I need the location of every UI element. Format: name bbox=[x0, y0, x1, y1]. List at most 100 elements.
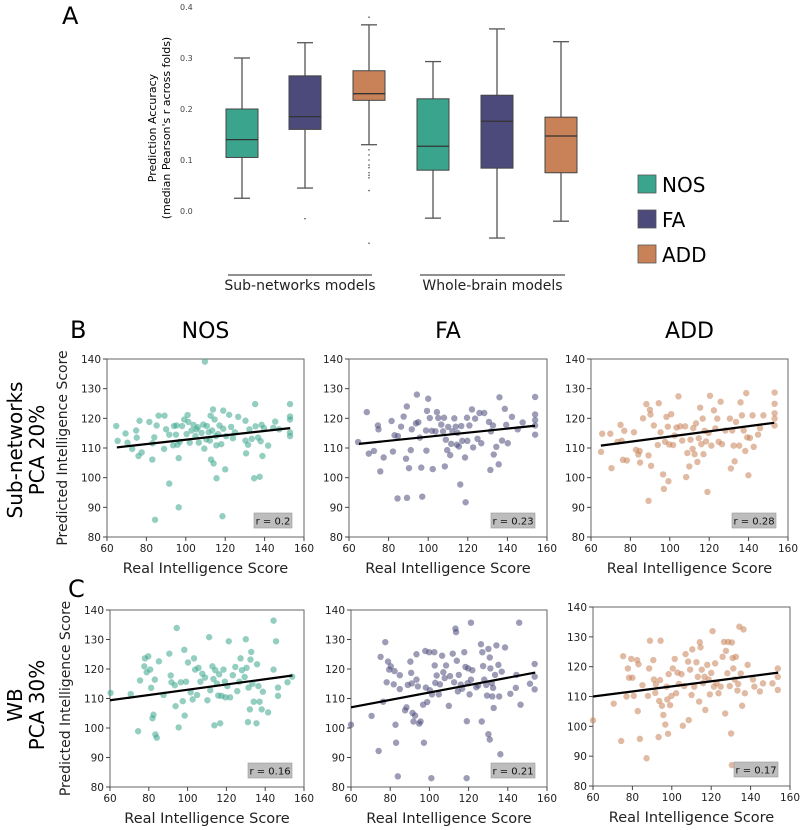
data-point bbox=[607, 430, 614, 437]
data-point bbox=[438, 421, 445, 428]
data-point bbox=[531, 660, 538, 668]
data-point bbox=[771, 389, 778, 396]
data-point bbox=[442, 436, 450, 443]
data-point bbox=[665, 670, 672, 678]
data-point bbox=[629, 674, 636, 681]
data-point bbox=[734, 687, 741, 694]
data-point bbox=[719, 653, 726, 661]
regression-line bbox=[358, 424, 536, 445]
x-tick-label: 140 bbox=[255, 793, 275, 805]
data-point bbox=[166, 480, 173, 487]
y-tick-label: 120 bbox=[81, 413, 101, 425]
data-point bbox=[490, 451, 497, 458]
scatter-panel-c-add: 60 80 100 120 140 1608090100110120130140Real … bbox=[567, 602, 800, 826]
y-tick-label: 130 bbox=[84, 635, 104, 647]
data-point bbox=[774, 665, 781, 672]
scatter-points bbox=[354, 391, 539, 506]
y-tick-label: 80 bbox=[332, 782, 345, 794]
data-point bbox=[150, 711, 157, 718]
data-point bbox=[531, 431, 539, 438]
box-iqr bbox=[352, 70, 386, 101]
data-point bbox=[414, 683, 422, 690]
data-point bbox=[368, 712, 375, 720]
data-point bbox=[643, 755, 650, 762]
data-point bbox=[384, 658, 392, 665]
data-point bbox=[486, 654, 493, 661]
legend: NOS FA ADD bbox=[637, 173, 706, 267]
data-point bbox=[749, 676, 757, 683]
data-point bbox=[129, 445, 136, 453]
data-point bbox=[630, 429, 638, 436]
data-point bbox=[740, 626, 747, 633]
data-point bbox=[455, 443, 463, 450]
x-tick-label: 80 bbox=[384, 793, 397, 805]
data-point bbox=[671, 655, 678, 663]
data-point bbox=[183, 430, 190, 438]
data-point bbox=[696, 404, 704, 411]
data-point bbox=[682, 650, 689, 658]
data-point bbox=[173, 422, 180, 429]
y-tick-label: 100 bbox=[325, 723, 345, 735]
data-point bbox=[256, 473, 263, 480]
data-point bbox=[201, 674, 209, 681]
legend-swatch bbox=[637, 209, 657, 229]
data-point bbox=[730, 665, 737, 672]
box-sub-networks-nos bbox=[225, 57, 259, 199]
data-point bbox=[246, 706, 254, 713]
data-point bbox=[645, 497, 652, 505]
data-point bbox=[645, 665, 653, 672]
data-point bbox=[452, 423, 459, 430]
data-point bbox=[717, 398, 724, 405]
data-point bbox=[274, 692, 282, 700]
data-point bbox=[669, 665, 676, 672]
box-iqr bbox=[480, 94, 514, 169]
outlier-point bbox=[368, 149, 370, 151]
x-tick-label: 140 bbox=[498, 793, 518, 805]
y-tick-label: 140 bbox=[325, 605, 345, 617]
group-label: Sub-networks models bbox=[224, 278, 375, 294]
data-point bbox=[479, 662, 487, 670]
data-point bbox=[679, 722, 687, 729]
y-axis-label: Predicted Intelligence Score bbox=[55, 350, 71, 545]
y-tick-label: 140 bbox=[84, 605, 104, 617]
x-tick-label: 60 bbox=[586, 792, 599, 804]
x-axis-label: Real Intelligence Score bbox=[607, 561, 773, 577]
data-point bbox=[216, 720, 224, 727]
data-point bbox=[286, 432, 294, 440]
data-point bbox=[695, 698, 703, 705]
y-tick-label: 130 bbox=[81, 384, 101, 396]
data-point bbox=[531, 416, 539, 424]
data-point bbox=[272, 638, 280, 645]
regression-line bbox=[116, 427, 291, 449]
legend-swatch bbox=[637, 244, 657, 264]
box-sub-networks-add bbox=[352, 16, 386, 244]
data-point bbox=[455, 671, 462, 679]
data-point bbox=[617, 737, 625, 745]
data-point bbox=[457, 481, 464, 488]
data-point bbox=[178, 422, 186, 430]
x-tick-label: 140 bbox=[255, 543, 275, 555]
data-point bbox=[727, 730, 735, 737]
box-whole-brain-add bbox=[544, 41, 578, 222]
data-point bbox=[433, 672, 440, 679]
data-point bbox=[396, 685, 404, 693]
y-tick-label: 0.0 bbox=[180, 207, 193, 216]
data-point bbox=[684, 658, 692, 665]
data-point bbox=[147, 684, 155, 692]
data-point bbox=[769, 680, 776, 687]
data-point bbox=[124, 439, 131, 446]
data-point bbox=[655, 697, 663, 705]
data-point bbox=[426, 414, 433, 422]
data-point bbox=[193, 691, 201, 699]
data-point bbox=[248, 648, 255, 656]
data-point bbox=[453, 657, 461, 664]
data-point bbox=[400, 413, 407, 420]
data-point bbox=[172, 431, 180, 438]
data-point bbox=[419, 493, 426, 500]
y-tick-label: 90 bbox=[330, 502, 343, 514]
data-point bbox=[222, 694, 229, 701]
data-point bbox=[668, 692, 675, 700]
legend-item-add: ADD bbox=[637, 243, 706, 267]
data-point bbox=[188, 427, 195, 434]
